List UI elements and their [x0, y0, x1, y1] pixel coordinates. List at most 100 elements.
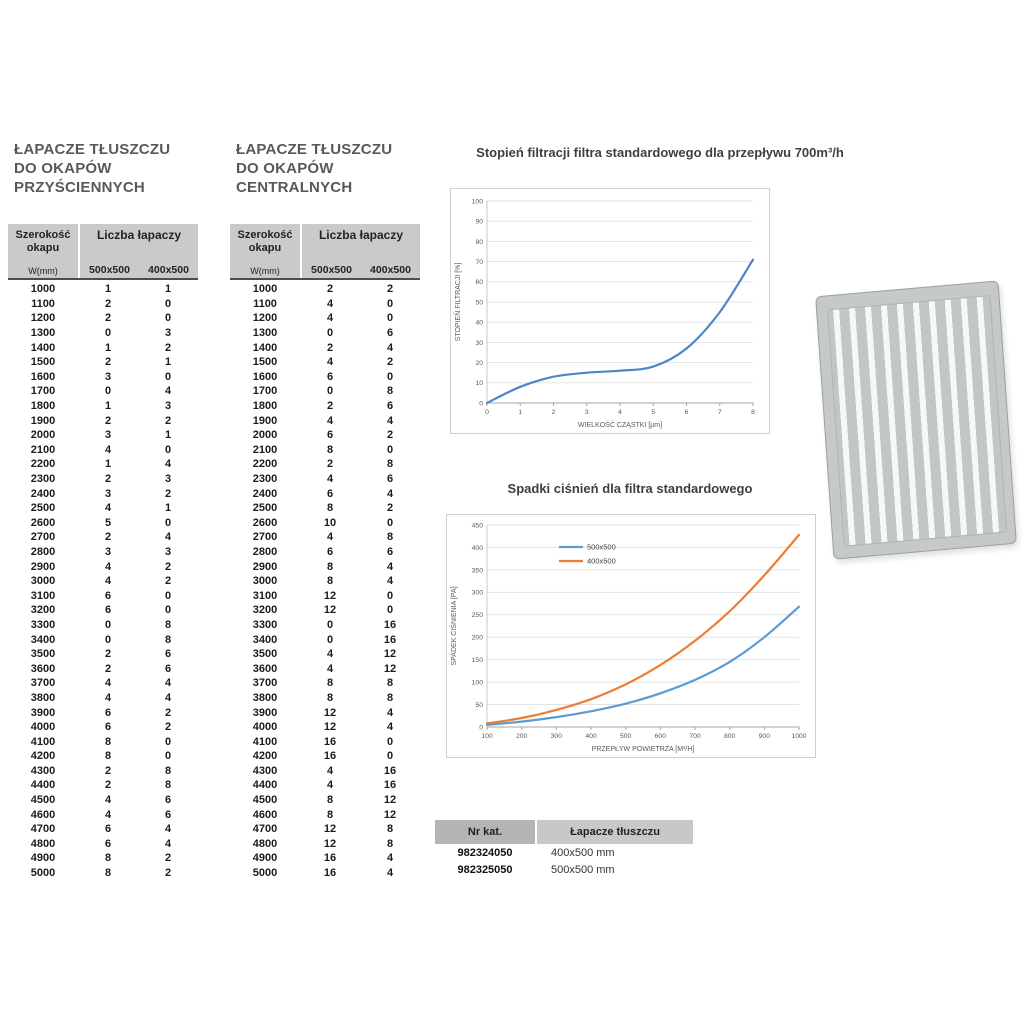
- table-cell: 0: [386, 312, 394, 325]
- table-cell: 4: [326, 312, 334, 325]
- svg-text:WIELKOŚĆ CZĄSTKI [μm]: WIELKOŚĆ CZĄSTKI [μm]: [578, 420, 662, 429]
- svg-text:100: 100: [472, 198, 484, 205]
- table-cell: 2: [104, 414, 112, 427]
- table-row: 1000 1 1: [8, 282, 198, 297]
- central-title-line1: ŁAPACZE TŁUSZCZU: [236, 141, 393, 158]
- svg-text:10: 10: [475, 380, 483, 387]
- table-cell: 6: [104, 589, 112, 602]
- svg-text:6: 6: [685, 409, 689, 416]
- table-cell: 5000: [30, 867, 56, 880]
- table-cell: 4: [386, 414, 394, 427]
- table-cell: 2: [164, 414, 172, 427]
- table-row: 3800 4 4: [8, 691, 198, 706]
- svg-text:400: 400: [585, 733, 597, 740]
- table-cell: 8: [326, 677, 334, 690]
- table-cell: 4: [164, 458, 172, 471]
- table-cell: 2300: [30, 473, 56, 486]
- table-cell: 1: [104, 458, 112, 471]
- table-row: 2200 1 4: [8, 457, 198, 472]
- table-row: 2200 2 8: [230, 457, 420, 472]
- svg-text:700: 700: [689, 733, 701, 740]
- svg-text:250: 250: [472, 612, 484, 619]
- table-row: 3900 12 4: [230, 705, 420, 720]
- table-cell: 6: [386, 545, 394, 558]
- svg-text:40: 40: [475, 320, 483, 327]
- svg-text:200: 200: [472, 635, 484, 642]
- svg-text:1000: 1000: [791, 733, 806, 740]
- table-row: 4500 8 12: [230, 793, 420, 808]
- table-cell: 4: [104, 575, 112, 588]
- table-cell: 3000: [252, 575, 278, 588]
- table-cell: 3800: [30, 691, 56, 704]
- table-row: 2300 4 6: [230, 472, 420, 487]
- table-cell: 0: [104, 633, 112, 646]
- table-row: 2600 5 0: [8, 516, 198, 531]
- table-cell: 3600: [252, 662, 278, 675]
- svg-text:PRZEPŁYW POWIETRZA [M³/H]: PRZEPŁYW POWIETRZA [M³/H]: [592, 746, 695, 753]
- table-cell: 8: [386, 823, 394, 836]
- table-cell: 2: [104, 531, 112, 544]
- svg-text:80: 80: [475, 239, 483, 246]
- table-cell: 6: [386, 473, 394, 486]
- table-cell: 8: [164, 779, 172, 792]
- table-cell: 6: [326, 545, 334, 558]
- table-cell: 2100: [30, 443, 56, 456]
- table-cell: 2: [104, 356, 112, 369]
- table-cell: 16: [383, 779, 397, 792]
- table-cell: 8: [104, 750, 112, 763]
- table-cell: 4: [164, 837, 172, 850]
- central-title-line2: DO OKAPÓW: [236, 160, 334, 177]
- svg-text:150: 150: [472, 657, 484, 664]
- table-cell: 1400: [30, 341, 56, 354]
- table-cell: 4900: [252, 852, 278, 865]
- table-cell: 3: [164, 400, 172, 413]
- table-cell: 1900: [30, 414, 56, 427]
- wall-title-line3: PRZYŚCIENNYCH: [14, 179, 145, 196]
- table-cell: 4: [326, 764, 334, 777]
- table-row: 1800 2 6: [230, 399, 420, 414]
- table-cell: 12: [383, 648, 397, 661]
- table-cell: 0: [386, 443, 394, 456]
- svg-text:300: 300: [472, 590, 484, 597]
- catalog-row: 982324050 400x500 mm: [435, 844, 693, 861]
- table-cell: 3800: [252, 691, 278, 704]
- table-row: 1100 2 0: [8, 297, 198, 312]
- table-row: 3700 4 4: [8, 676, 198, 691]
- table-row: 4400 2 8: [8, 778, 198, 793]
- table-cell: 1700: [30, 385, 56, 398]
- table-row: 1600 6 0: [230, 370, 420, 385]
- table-cell: 4: [104, 691, 112, 704]
- table-cell: 2600: [252, 516, 278, 529]
- table-row: 5000 8 2: [8, 866, 198, 881]
- table-row: 3700 8 8: [230, 676, 420, 691]
- table-row: 1100 4 0: [230, 297, 420, 312]
- table-row: 2700 2 4: [8, 530, 198, 545]
- svg-text:SPADEK CIŚNIENIA [PA]: SPADEK CIŚNIENIA [PA]: [449, 586, 458, 665]
- table-cell: 1400: [252, 341, 278, 354]
- table-cell: 0: [104, 327, 112, 340]
- svg-text:300: 300: [551, 733, 563, 740]
- table-cell: 2: [104, 779, 112, 792]
- table-cell: 3400: [30, 633, 56, 646]
- table-cell: 0: [164, 443, 172, 456]
- table-cell: 3: [104, 545, 112, 558]
- table-cell: 0: [386, 516, 394, 529]
- table-row: 1300 0 6: [230, 326, 420, 341]
- table-cell: 12: [383, 808, 397, 821]
- table-cell: 0: [386, 735, 394, 748]
- svg-text:90: 90: [475, 219, 483, 226]
- table-cell: 8: [104, 735, 112, 748]
- table-cell: 6: [164, 808, 172, 821]
- svg-text:400x500: 400x500: [587, 557, 616, 566]
- table-cell: 1200: [252, 312, 278, 325]
- table-cell: 8: [326, 794, 334, 807]
- table-cell: 6: [104, 706, 112, 719]
- table-cell: 4: [104, 794, 112, 807]
- table-cell: 3500: [252, 648, 278, 661]
- table-cell: 1: [104, 283, 112, 296]
- table-cell: 0: [386, 604, 394, 617]
- table-cell: 12: [383, 662, 397, 675]
- table-cell: 3: [104, 370, 112, 383]
- table-cell: 2: [164, 575, 172, 588]
- table-cell: 12: [323, 604, 337, 617]
